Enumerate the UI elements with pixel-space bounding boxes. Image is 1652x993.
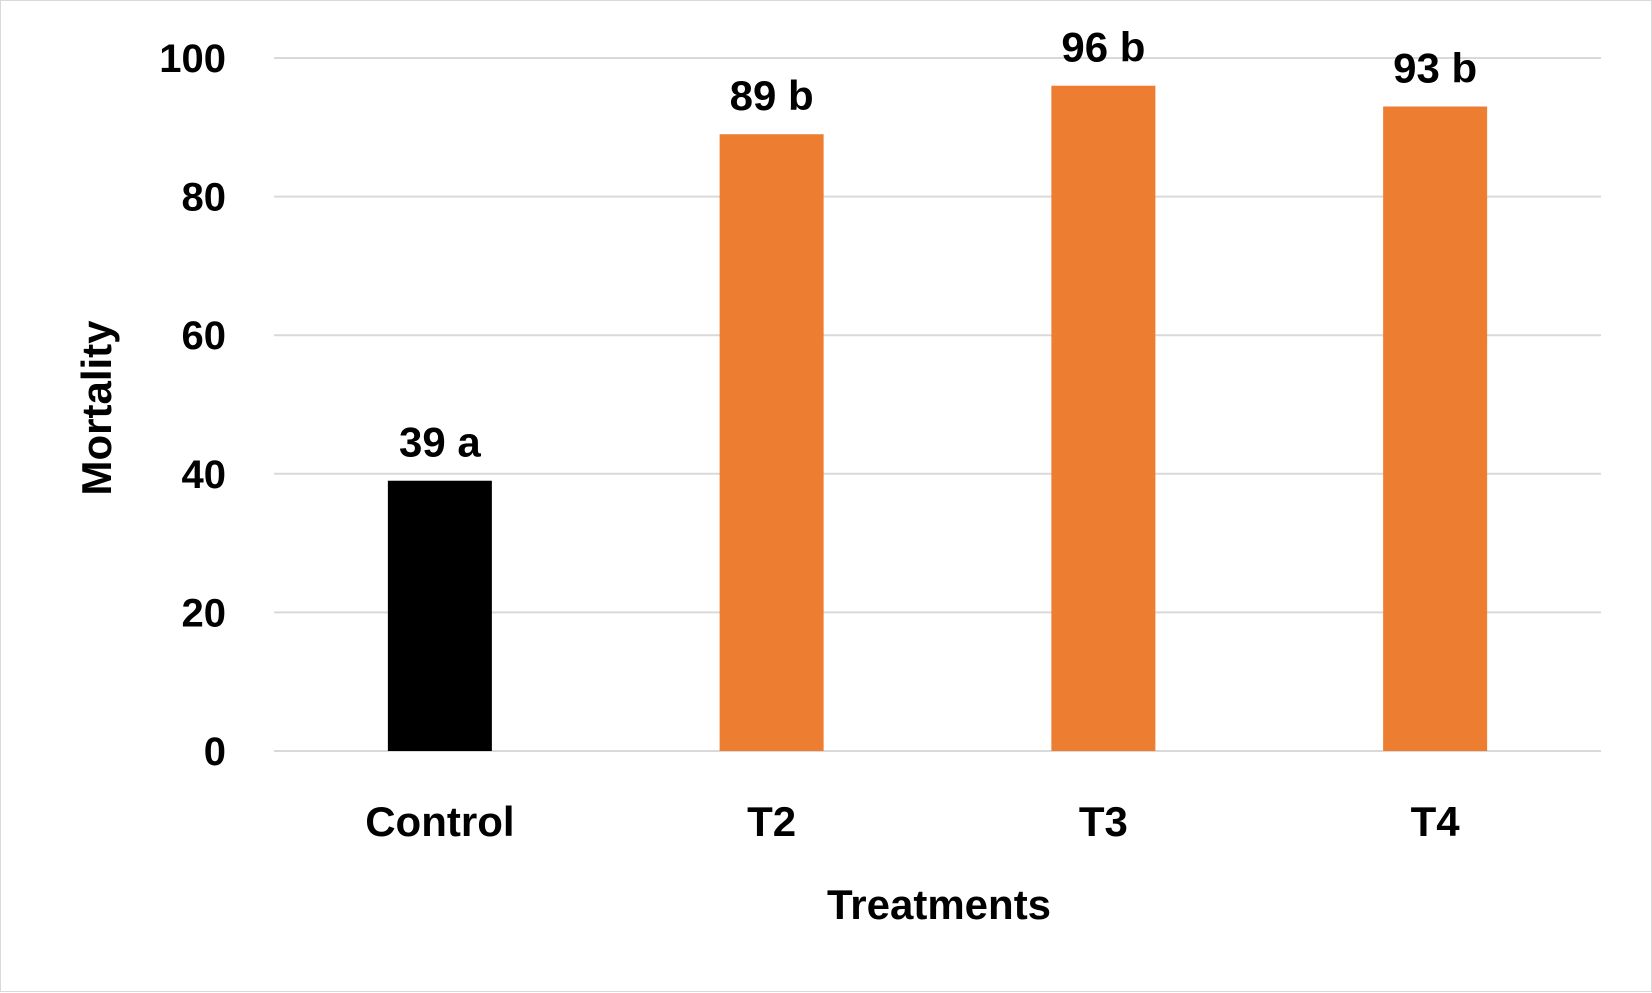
x-category-label: Control — [365, 798, 514, 845]
y-axis-title: Mortality — [73, 320, 120, 496]
bar-t2 — [719, 134, 824, 752]
bars — [387, 85, 1488, 752]
x-category-label: T2 — [747, 798, 796, 845]
data-label: 93 b — [1393, 45, 1477, 92]
y-tick-label: 40 — [182, 453, 227, 497]
x-category-label: T3 — [1079, 798, 1128, 845]
x-axis-title: Treatments — [827, 881, 1051, 928]
y-tick-label: 0 — [204, 730, 226, 774]
bar-control — [387, 480, 492, 751]
data-label: 96 b — [1061, 24, 1145, 71]
data-label: 89 b — [730, 72, 814, 119]
y-tick-label: 20 — [182, 591, 227, 635]
data-label: 39 a — [399, 419, 481, 466]
x-axis-categories: Control T2 T3 T4 — [365, 798, 1460, 845]
gridlines — [274, 57, 1601, 752]
y-tick-label: 80 — [182, 176, 227, 220]
bar-t4 — [1383, 106, 1488, 751]
data-labels: 39 a 89 b 96 b 93 b — [399, 24, 1477, 466]
x-category-label: T4 — [1411, 798, 1461, 845]
y-tick-label: 60 — [182, 314, 227, 358]
y-tick-label: 100 — [159, 37, 226, 81]
bar-t3 — [1051, 85, 1156, 752]
y-axis-ticks: 0 20 40 60 80 100 — [159, 37, 226, 774]
